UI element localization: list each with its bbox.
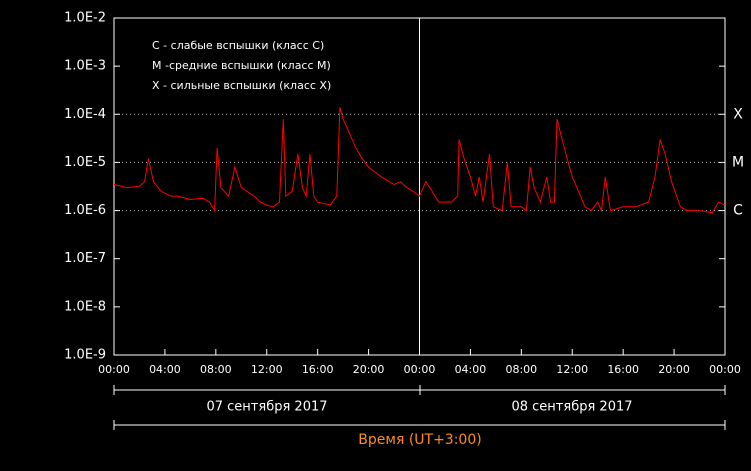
level-label: C — [733, 203, 743, 219]
flux-line — [113, 107, 726, 214]
day-label: 07 сентября 2017 — [206, 400, 327, 415]
legend-entry: X - сильные вспышки (класс X) — [152, 79, 331, 92]
y-tick-label: 1.0E-4 — [64, 107, 106, 122]
x-tick-label: 12:00 — [556, 363, 588, 376]
x-tick-label: 08:00 — [200, 363, 232, 376]
x-tick-label: 00:00 — [98, 363, 130, 376]
y-tick-label: 1.0E-6 — [64, 203, 106, 218]
y-tick-label: 1.0E-8 — [64, 299, 106, 314]
x-tick-label: 16:00 — [302, 363, 334, 376]
y-tick-label: 1.0E-7 — [64, 251, 106, 266]
y-tick-label: 1.0E-2 — [64, 11, 106, 26]
legend-entry: M -средние вспышки (класс M) — [152, 59, 331, 72]
level-label: X — [733, 106, 743, 122]
y-tick-label: 1.0E-5 — [64, 155, 106, 170]
x-tick-label: 08:00 — [505, 363, 537, 376]
x-tick-label: 20:00 — [658, 363, 690, 376]
day-brackets — [113, 385, 726, 430]
x-tick-label: 20:00 — [353, 363, 385, 376]
x-tick-label: 00:00 — [709, 363, 741, 376]
x-axis-label: Время (UT+3:00) — [358, 432, 481, 448]
legend-entry: C - слабые вспышки (класс C) — [152, 39, 324, 52]
x-tick-label: 04:00 — [149, 363, 181, 376]
x-tick-label: 00:00 — [404, 363, 436, 376]
y-tick-label: 1.0E-9 — [64, 348, 106, 363]
level-label: M — [732, 154, 744, 170]
x-tick-label: 16:00 — [607, 363, 639, 376]
x-tick-label: 04:00 — [455, 363, 487, 376]
x-tick-label: 12:00 — [251, 363, 283, 376]
y-tick-label: 1.0E-3 — [64, 59, 106, 74]
day-label: 08 сентября 2017 — [511, 400, 632, 415]
